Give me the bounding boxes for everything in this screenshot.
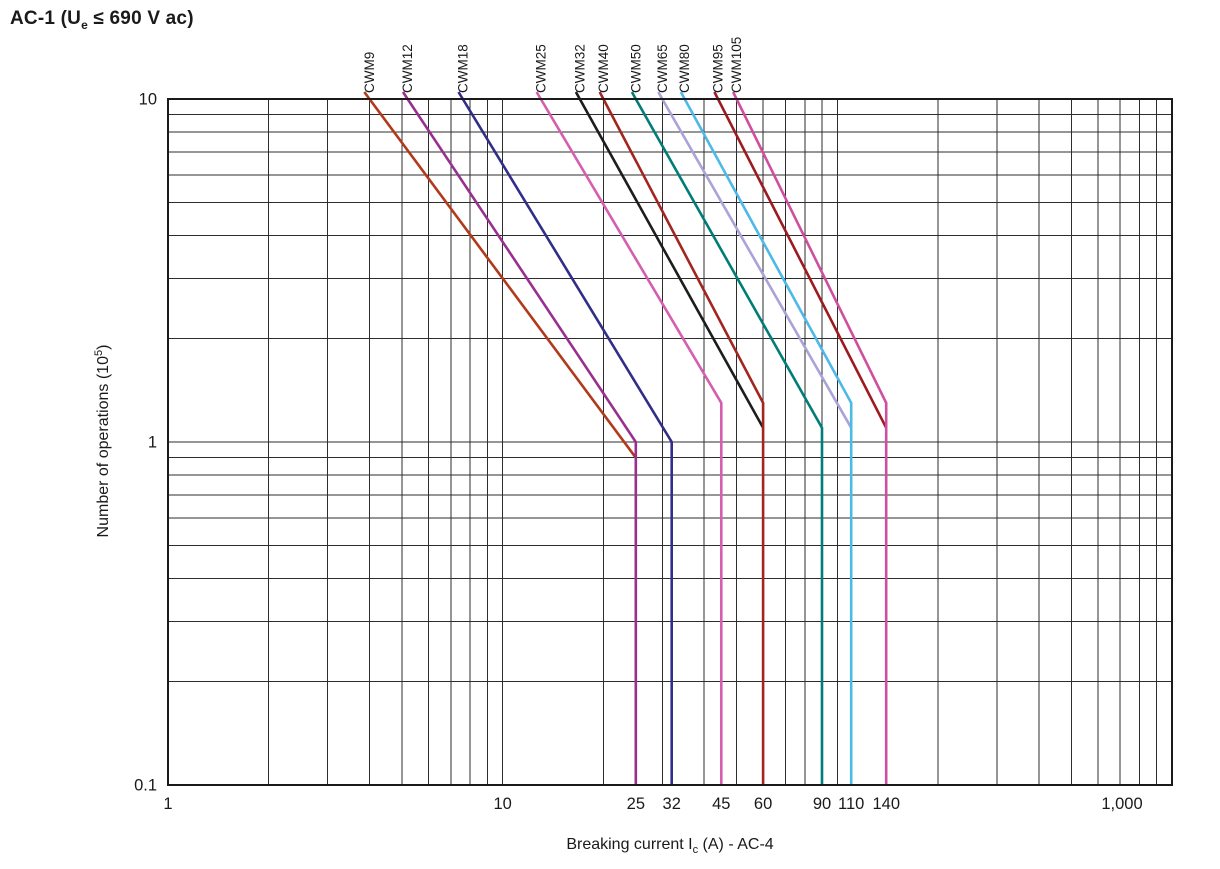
series-label-CWM9: CWM9 [362,52,377,93]
series-line-CWM9 [363,91,637,459]
gridlines [167,98,1173,786]
series-label-CWM50: CWM50 [628,44,643,93]
series-line-CWM40 [598,91,765,785]
x-tick-label-32: 32 [663,795,681,813]
series-label-CWM25: CWM25 [533,44,548,93]
series-line-CWM18 [457,91,674,785]
series-label-CWM12: CWM12 [400,44,415,93]
series-line-CWM95 [713,91,888,429]
x-tick-label-1,000: 1,000 [1101,795,1142,813]
y-axis-label-prefix: Number of operations (10 [95,356,112,538]
series-label-CWM80: CWM80 [677,44,692,93]
series-line-CWM80 [679,91,853,785]
series-line-CWM12 [401,91,638,785]
x-tick-label-25: 25 [627,795,645,813]
series-label-CWM95: CWM95 [711,44,726,93]
series-label-CWM40: CWM40 [596,44,611,93]
x-tick-label-60: 60 [754,795,772,813]
x-tick-label-110: 110 [838,795,864,813]
series-line-CWM50 [630,91,824,785]
series-label-CWM18: CWM18 [455,44,470,93]
y-axis-label-superscript: 5 [93,349,105,357]
series-line-CWM105 [731,91,888,785]
y-tick-labels: 10 1 0.1 [134,91,157,795]
chart-title-prefix: AC-1 (U [10,8,82,29]
y-tick-label-1: 1 [148,434,157,452]
x-tick-label-45: 45 [712,795,730,813]
x-tick-label-1: 1 [163,795,172,813]
x-tick-labels: 1 10 25 32 45 60 90 110 140 1,000 [163,795,1142,813]
chart-title: AC-1 (Ue ≤ 690 V ac) [10,8,194,32]
x-axis-label-suffix: (A) - AC-4 [698,836,774,853]
chart-title-subscript: e [81,18,88,32]
x-tick-label-90: 90 [813,795,831,813]
x-axis-label-subscript: c [692,844,699,856]
series-label-CWM65: CWM65 [655,44,670,93]
y-axis-label: Number of operations (105) [93,345,113,538]
plot-frame [167,98,1173,786]
series-lines [363,91,888,785]
series-top-labels: CWM9 CWM12 CWM18 CWM25 CWM32 CWM40 CWM50 CWM65 C… [362,37,744,93]
x-axis-label: Breaking current Ic (A) - AC-4 [566,836,773,856]
series-line-CWM32 [574,91,765,429]
series-label-CWM105: CWM105 [729,37,744,93]
chart-title-suffix: ≤ 690 V ac) [87,8,194,29]
y-tick-label-0.1: 0.1 [134,777,157,795]
x-tick-label-10: 10 [493,795,511,813]
y-axis-label-suffix: ) [95,344,112,350]
y-tick-label-10: 10 [139,91,157,109]
x-tick-label-140: 140 [872,795,900,813]
series-label-CWM32: CWM32 [572,44,587,93]
x-axis-label-prefix: Breaking current I [566,836,693,853]
series-line-CWM25 [535,91,723,785]
